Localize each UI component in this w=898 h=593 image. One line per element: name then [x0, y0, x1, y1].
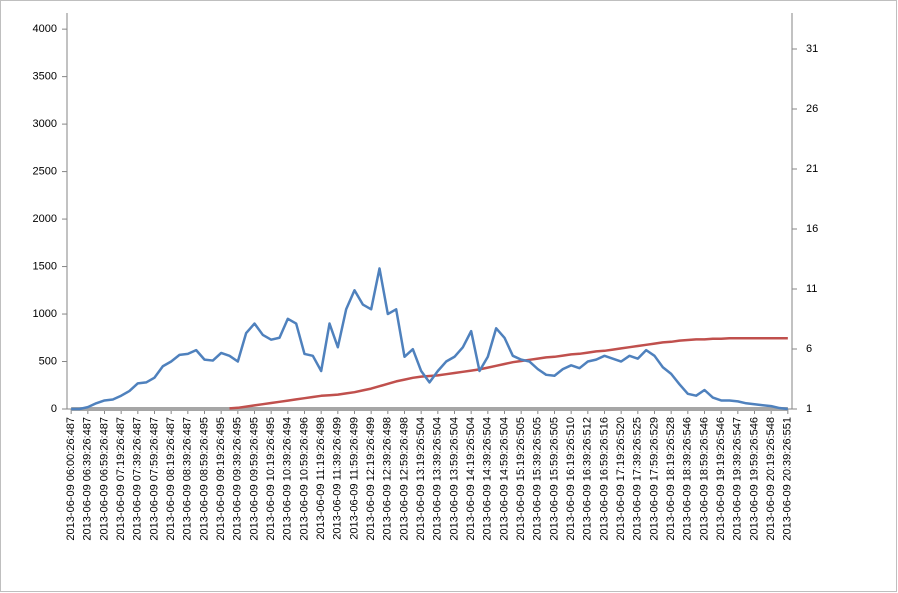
series-line [71, 267, 788, 411]
x-tick-label: 2013-06-09 10:19:26:495 [265, 417, 277, 541]
x-tick-label: 2013-06-09 20:39:26:551 [782, 417, 794, 541]
x-tick-label: 2013-06-09 17:39:26:525 [632, 417, 644, 541]
x-tick-label: 2013-06-09 13:59:26:504 [448, 417, 460, 541]
x-tick-label: 2013-06-09 10:39:26:494 [282, 417, 294, 541]
x-tick-label: 2013-06-09 11:59:26:499 [348, 417, 360, 540]
x-tick-label: 2013-06-09 09:59:26:495 [248, 417, 260, 541]
y2-tick-label: 11 [806, 283, 817, 295]
x-tick-label: 2013-06-09 14:39:26:504 [482, 417, 494, 541]
x-tick-label: 2013-06-09 15:19:26:505 [515, 417, 527, 541]
x-tick-label: 2013-06-09 16:19:26:510 [565, 417, 577, 541]
y-tick-label: 2500 [33, 165, 57, 177]
y-tick-label: 1500 [33, 260, 57, 272]
x-tick-label: 2013-06-09 10:59:26:496 [298, 417, 310, 541]
x-tick-label: 2013-06-09 08:19:26:487 [165, 417, 177, 541]
y-tick-label: 4000 [33, 23, 57, 35]
y2-tick-label: 21 [806, 163, 818, 175]
x-tick-label: 2013-06-09 07:59:26:487 [148, 417, 160, 541]
x-tick-label: 2013-06-09 16:59:26:516 [598, 417, 610, 541]
y-tick-label: 1000 [33, 308, 57, 320]
x-tick-label: 2013-06-09 16:39:26:512 [582, 417, 594, 541]
x-tick-label: 2013-06-09 19:39:26:547 [732, 417, 744, 541]
x-tick-label: 2013-06-09 06:59:26:487 [98, 417, 110, 541]
x-tick-label: 2013-06-09 06:39:26:487 [82, 417, 94, 541]
x-tick-label: 2013-06-09 07:39:26:487 [132, 417, 144, 541]
x-tick-label: 2013-06-09 17:59:26:529 [648, 417, 660, 541]
y-tick-label: 0 [51, 403, 57, 415]
x-tick-label: 2013-06-09 14:59:26:504 [498, 417, 510, 541]
x-tick-label: 2013-06-09 18:39:26:546 [682, 417, 694, 541]
x-tick-label: 2013-06-09 15:39:26:505 [532, 417, 544, 541]
x-tick-label: 2013-06-09 11:39:26:499 [332, 417, 344, 540]
x-tick-label: 2013-06-09 19:59:26:546 [748, 417, 760, 541]
x-tick-label: 2013-06-09 13:39:26:504 [432, 417, 444, 541]
x-tick-label: 2013-06-09 15:59:26:505 [548, 417, 560, 541]
x-tick-label: 2013-06-09 12:19:26:499 [365, 417, 377, 541]
x-tick-label: 2013-06-09 09:19:26:495 [215, 417, 227, 541]
x-tick-label: 2013-06-09 12:39:26:498 [382, 417, 394, 541]
y2-tick-label: 31 [806, 43, 818, 55]
y2-tick-label: 1 [806, 403, 812, 415]
y-tick-label: 500 [39, 355, 57, 367]
x-tick-label: 2013-06-09 09:39:26:495 [232, 417, 244, 541]
y-tick-label: 3500 [33, 71, 57, 83]
x-tick-label: 2013-06-09 08:39:26:487 [182, 417, 194, 541]
x-tick-label: 2013-06-09 07:19:26:487 [115, 417, 127, 541]
x-tick-label: 2013-06-09 08:59:26:495 [198, 417, 210, 541]
x-tick-label: 2013-06-09 17:19:26:520 [615, 417, 627, 541]
y2-tick-label: 26 [806, 103, 818, 115]
series-line [229, 336, 788, 410]
y-tick-label: 2000 [33, 213, 57, 225]
x-tick-label: 2013-06-09 18:59:26:546 [698, 417, 710, 541]
y-tick-label: 3000 [33, 118, 57, 130]
y2-tick-label: 6 [806, 343, 812, 355]
x-tick-label: 2013-06-09 14:19:26:504 [465, 417, 477, 541]
x-tick-label: 2013-06-09 13:19:26:504 [415, 417, 427, 541]
x-tick-label: 2013-06-09 19:19:26:546 [715, 417, 727, 541]
x-tick-label: 2013-06-09 12:59:26:498 [398, 417, 410, 541]
x-tick-label: 2013-06-09 11:19:26:498 [315, 417, 327, 540]
x-tick-label: 2013-06-09 18:19:26:528 [665, 417, 677, 541]
x-tick-label: 2013-06-09 06:00:26:487 [65, 417, 77, 541]
y2-tick-label: 16 [806, 223, 818, 235]
x-tick-label: 2013-06-09 20:19:26:548 [765, 417, 777, 541]
